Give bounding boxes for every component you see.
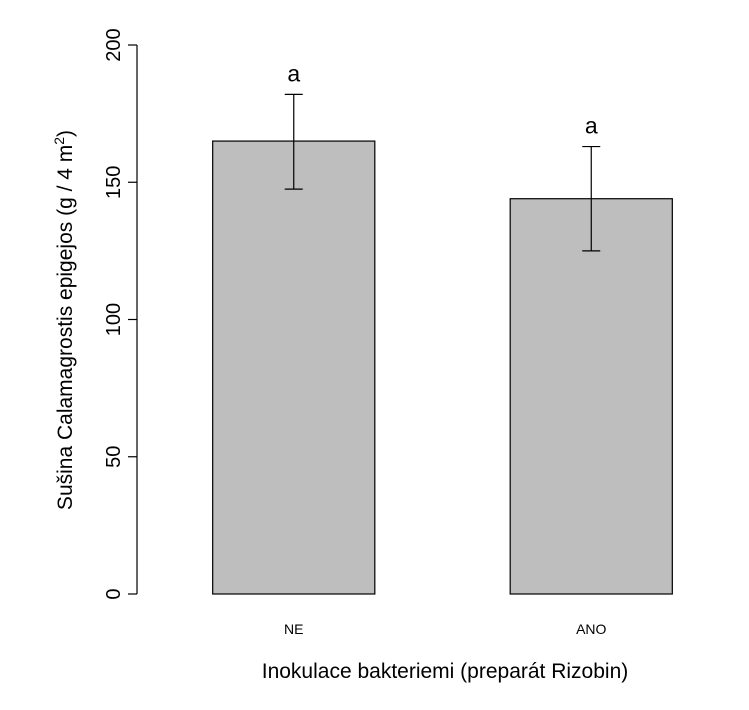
y-axis-label: Sušina Calamagrostis epigejos (g / 4 m2): [51, 130, 77, 510]
x-category-label: NE: [284, 621, 303, 637]
x-category-label: ANO: [576, 621, 606, 637]
significance-label: a: [585, 113, 598, 139]
y-axis: 0 50 100 150 200: [103, 28, 138, 600]
bar-ano: [509, 198, 673, 595]
y-tick-label: 150: [103, 166, 125, 199]
x-axis-label: Inokulace bakteriemi (preparát Rizobin): [262, 660, 629, 683]
y-axis-label-superscript: 2: [51, 137, 67, 145]
y-axis-label-main: Sušina Calamagrostis epigejos (g / 4 m: [54, 145, 77, 510]
y-tick-label: 0: [103, 588, 125, 599]
y-axis-label-end: ): [54, 130, 77, 137]
x-axis-categories: NE ANO: [284, 621, 607, 637]
y-tick-label: 200: [103, 28, 125, 61]
y-tick-label: 100: [103, 303, 125, 336]
significance-label: a: [287, 60, 300, 86]
bars: aa: [212, 60, 673, 595]
y-tick-label: 50: [103, 446, 125, 468]
bar-ne: [212, 140, 376, 595]
